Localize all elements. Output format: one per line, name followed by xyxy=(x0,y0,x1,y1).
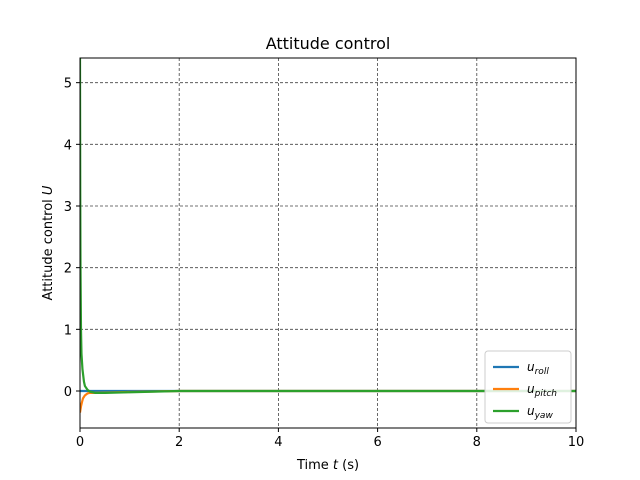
legend-label-yaw: uyaw xyxy=(527,404,553,421)
chart-title: Attitude control xyxy=(266,34,391,53)
x-tick-label: 8 xyxy=(473,435,481,450)
y-tick-label: 5 xyxy=(64,77,72,92)
plot-frame xyxy=(79,57,577,429)
x-tick-label: 4 xyxy=(274,435,282,450)
legend-label-pitch: upitch xyxy=(527,382,557,399)
x-tick-label: 2 xyxy=(175,435,183,450)
y-tick-label: 4 xyxy=(64,138,72,153)
series-line-yaw xyxy=(80,58,576,394)
legend-box xyxy=(484,350,572,424)
plot-area xyxy=(80,58,576,413)
y-tick-label: 1 xyxy=(64,323,72,338)
x-tick-label: 0 xyxy=(76,435,84,450)
axis-ticks: 0 2 4 6 8 10 0 1 2 3 4 5 xyxy=(64,77,585,450)
legend: uroll upitch uyaw xyxy=(484,350,572,424)
x-tick-label: 10 xyxy=(568,435,585,450)
x-axis-label: Time t (s) xyxy=(296,458,359,473)
legend-label-roll: uroll xyxy=(527,360,549,377)
y-axis-label: Attitude control U xyxy=(41,185,56,300)
y-tick-label: 0 xyxy=(64,385,72,400)
y-tick-label: 2 xyxy=(64,262,72,277)
y-tick-label: 3 xyxy=(64,200,72,215)
x-tick-label: 6 xyxy=(373,435,381,450)
